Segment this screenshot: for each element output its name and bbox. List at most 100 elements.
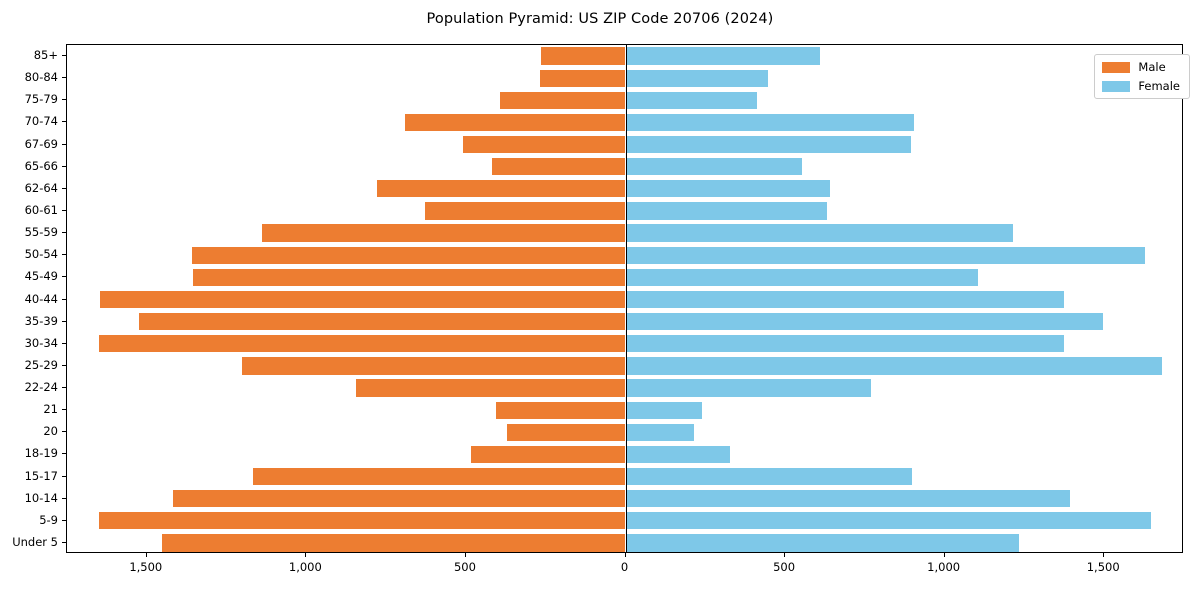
- y-axis-tick-mark: [62, 298, 66, 300]
- y-axis-tick-mark: [62, 254, 66, 256]
- y-axis-tick-label: 62-64: [24, 180, 58, 195]
- bar-male[interactable]: [355, 379, 626, 397]
- y-axis-tick-mark: [62, 364, 66, 366]
- y-axis-tick-mark: [62, 99, 66, 101]
- bar-female[interactable]: [625, 490, 1071, 508]
- bar-female[interactable]: [625, 290, 1064, 309]
- y-axis-tick-mark: [62, 165, 66, 167]
- bar-female[interactable]: [625, 379, 871, 397]
- age-group-row: [67, 180, 1182, 198]
- age-group-row: [67, 135, 1182, 154]
- chart-title: Population Pyramid: US ZIP Code 20706 (2…: [426, 11, 774, 27]
- age-group-row: [67, 490, 1182, 508]
- bar-male[interactable]: [192, 246, 626, 264]
- bar-female[interactable]: [625, 113, 915, 132]
- bar-male[interactable]: [470, 445, 626, 464]
- bar-male[interactable]: [172, 490, 626, 508]
- x-axis-tick-label: 500: [453, 560, 476, 574]
- bar-male[interactable]: [242, 357, 626, 375]
- x-axis-tick-label: 1,500: [1086, 560, 1120, 574]
- y-axis-tick-mark: [62, 409, 66, 411]
- age-group-row: [67, 467, 1182, 486]
- y-axis-tick-label: 35-39: [24, 313, 58, 328]
- bar-male[interactable]: [193, 268, 626, 286]
- bar-male[interactable]: [261, 224, 626, 242]
- age-group-row: [67, 202, 1182, 220]
- bar-female[interactable]: [625, 357, 1162, 375]
- bar-male[interactable]: [98, 512, 626, 530]
- age-group-row: [67, 69, 1182, 87]
- bar-male[interactable]: [377, 180, 626, 198]
- bar-female[interactable]: [625, 534, 1019, 552]
- x-axis-tick-mark: [464, 553, 466, 557]
- y-axis-tick-label: 22-24: [24, 380, 58, 395]
- y-axis-tick-mark: [62, 519, 66, 521]
- bar-male[interactable]: [162, 534, 626, 552]
- bar-female[interactable]: [625, 158, 802, 176]
- bar-male[interactable]: [139, 312, 626, 331]
- legend-entry[interactable]: Male: [1102, 60, 1180, 74]
- bar-female[interactable]: [625, 512, 1152, 530]
- age-group-row: [67, 113, 1182, 132]
- bar-male[interactable]: [463, 135, 626, 154]
- zero-axis-line: [625, 45, 627, 552]
- y-axis-tick-mark: [62, 320, 66, 322]
- y-axis-tick-label: 60-61: [24, 202, 58, 217]
- bar-female[interactable]: [625, 246, 1145, 264]
- bar-female[interactable]: [625, 180, 831, 198]
- y-axis-tick-mark: [62, 431, 66, 433]
- y-axis-tick-mark: [62, 209, 66, 211]
- x-axis-tick-label: 1,000: [288, 560, 322, 574]
- x-axis-tick-label: 500: [773, 560, 796, 574]
- bar-female[interactable]: [625, 467, 913, 486]
- bars-layer: [67, 45, 1182, 552]
- age-group-row: [67, 534, 1182, 552]
- bar-male[interactable]: [98, 335, 626, 353]
- age-group-row: [67, 512, 1182, 530]
- bar-male[interactable]: [492, 158, 626, 176]
- y-axis-tick-mark: [62, 55, 66, 57]
- bar-female[interactable]: [625, 47, 820, 65]
- bar-female[interactable]: [625, 423, 695, 441]
- bar-male[interactable]: [495, 401, 626, 419]
- bar-male[interactable]: [252, 467, 626, 486]
- bar-male[interactable]: [425, 202, 626, 220]
- x-axis-tick-label: 1,500: [129, 560, 163, 574]
- age-group-row: [67, 224, 1182, 242]
- bar-male[interactable]: [540, 69, 626, 87]
- age-group-row: [67, 268, 1182, 286]
- bar-female[interactable]: [625, 445, 731, 464]
- bar-male[interactable]: [405, 113, 626, 132]
- y-axis-tick-mark: [62, 541, 66, 543]
- legend-entry[interactable]: Female: [1102, 79, 1180, 93]
- x-axis-tick-label: 1,000: [927, 560, 961, 574]
- bar-male[interactable]: [499, 91, 626, 109]
- y-axis-tick-mark: [62, 77, 66, 79]
- age-group-row: [67, 246, 1182, 264]
- bar-male[interactable]: [507, 423, 626, 441]
- bar-female[interactable]: [625, 268, 978, 286]
- y-axis-tick-mark: [62, 276, 66, 278]
- bar-female[interactable]: [625, 202, 827, 220]
- y-axis-tick-mark: [62, 187, 66, 189]
- x-axis-tick-mark: [305, 553, 307, 557]
- x-axis-tick-mark: [1103, 553, 1105, 557]
- bar-female[interactable]: [625, 69, 768, 87]
- bar-female[interactable]: [625, 224, 1013, 242]
- y-axis-tick-label: 21: [43, 402, 58, 417]
- bar-male[interactable]: [99, 290, 626, 309]
- bar-female[interactable]: [625, 312, 1104, 331]
- chart-legend: Male Female: [1094, 54, 1190, 99]
- y-axis-tick-mark: [62, 387, 66, 389]
- bar-female[interactable]: [625, 335, 1064, 353]
- bar-male[interactable]: [541, 47, 626, 65]
- y-axis-tick-mark: [62, 453, 66, 455]
- plot-area: [66, 44, 1183, 553]
- bar-female[interactable]: [625, 401, 703, 419]
- y-axis-tick-label: 30-34: [24, 335, 58, 350]
- legend-label: Female: [1138, 79, 1180, 93]
- y-axis-tick-label: 75-79: [24, 92, 58, 107]
- bar-female[interactable]: [625, 135, 912, 154]
- y-axis-tick-label: 20: [43, 424, 58, 439]
- bar-female[interactable]: [625, 91, 758, 109]
